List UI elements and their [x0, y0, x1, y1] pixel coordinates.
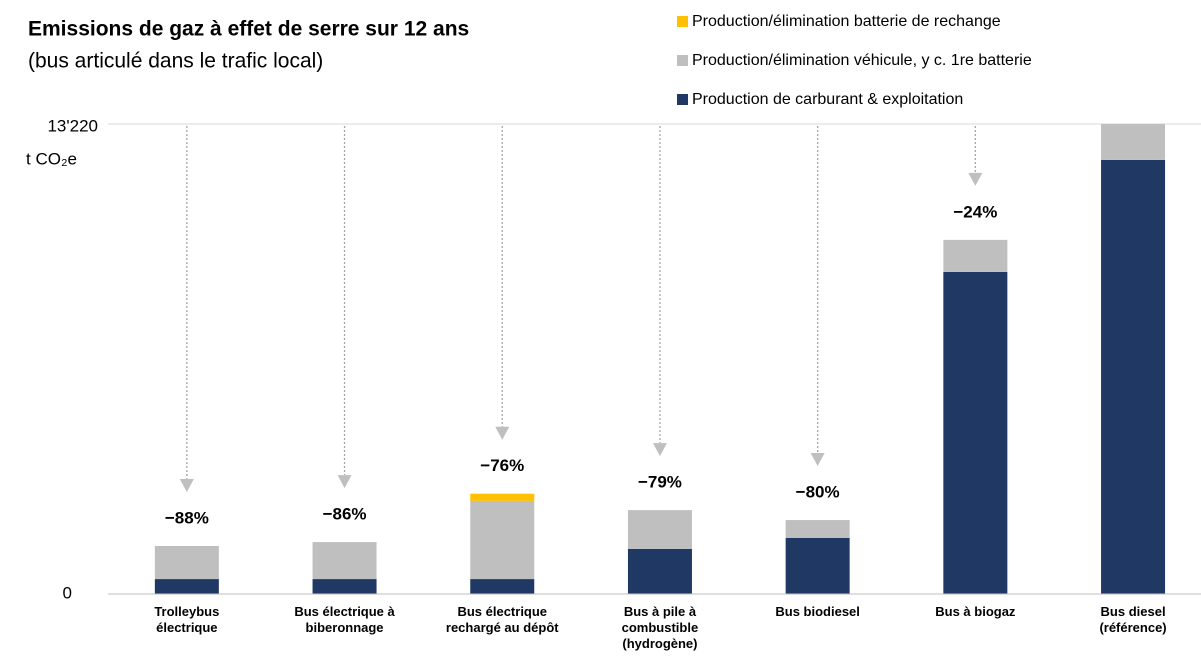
annotation: −76%	[480, 456, 524, 475]
bar-segment	[470, 579, 535, 594]
y-tick-label: 0	[63, 583, 72, 602]
x-tick-label: Trolleybus électrique	[154, 604, 220, 635]
bar-segment	[627, 510, 692, 549]
arrow-head	[652, 443, 667, 457]
bar-segment	[943, 239, 1008, 272]
bar-segment	[1101, 159, 1166, 594]
bar-segment	[154, 579, 219, 594]
x-tick-label: Bus diesel (référence)	[1099, 604, 1167, 635]
bar-segment	[785, 520, 850, 538]
arrow-head	[337, 475, 352, 489]
annotation: −88%	[165, 508, 209, 527]
x-tick-label: Bus à biogaz	[935, 604, 1016, 619]
x-tick-label: Bus électrique à biberonnage	[294, 604, 395, 635]
x-tick-label: Bus biodiesel	[775, 604, 860, 619]
bar-segment	[154, 546, 219, 580]
arrow-head	[495, 426, 510, 440]
arrow-head	[810, 453, 825, 467]
bar-segment	[627, 548, 692, 594]
legend-swatch	[677, 16, 688, 27]
y-tick-label: 13'220	[47, 116, 98, 135]
annotation: −80%	[796, 483, 840, 502]
y-unit: t CO₂e	[26, 149, 77, 168]
bar-segment	[943, 271, 1008, 594]
legend-label: Production/élimination batterie de recha…	[692, 13, 1001, 30]
arrow-head	[179, 479, 194, 493]
bar-segment	[312, 579, 377, 594]
bar-segment	[1101, 124, 1166, 160]
legend-swatch	[677, 55, 688, 66]
arrow-head	[968, 172, 983, 186]
x-tick-label: Bus à pile à combustible (hydrogène)	[621, 604, 699, 651]
legend-swatch	[677, 94, 688, 105]
bar-segment	[470, 493, 535, 501]
bar-segment	[312, 542, 377, 580]
legend-label: Production/élimination véhicule, y c. 1r…	[692, 52, 1032, 69]
bar-segment	[470, 500, 535, 580]
x-tick-label: Bus électrique rechargé au dépôt	[445, 604, 559, 635]
chart-title: Emissions de gaz à effet de serre sur 12…	[28, 18, 469, 41]
legend-label: Production de carburant & exploitation	[692, 91, 963, 108]
chart-subtitle: (bus articulé dans le trafic local)	[28, 50, 323, 73]
bar-segment	[785, 537, 850, 594]
annotation: −24%	[953, 202, 997, 221]
annotation: −79%	[638, 473, 682, 492]
annotation: −86%	[323, 505, 367, 524]
